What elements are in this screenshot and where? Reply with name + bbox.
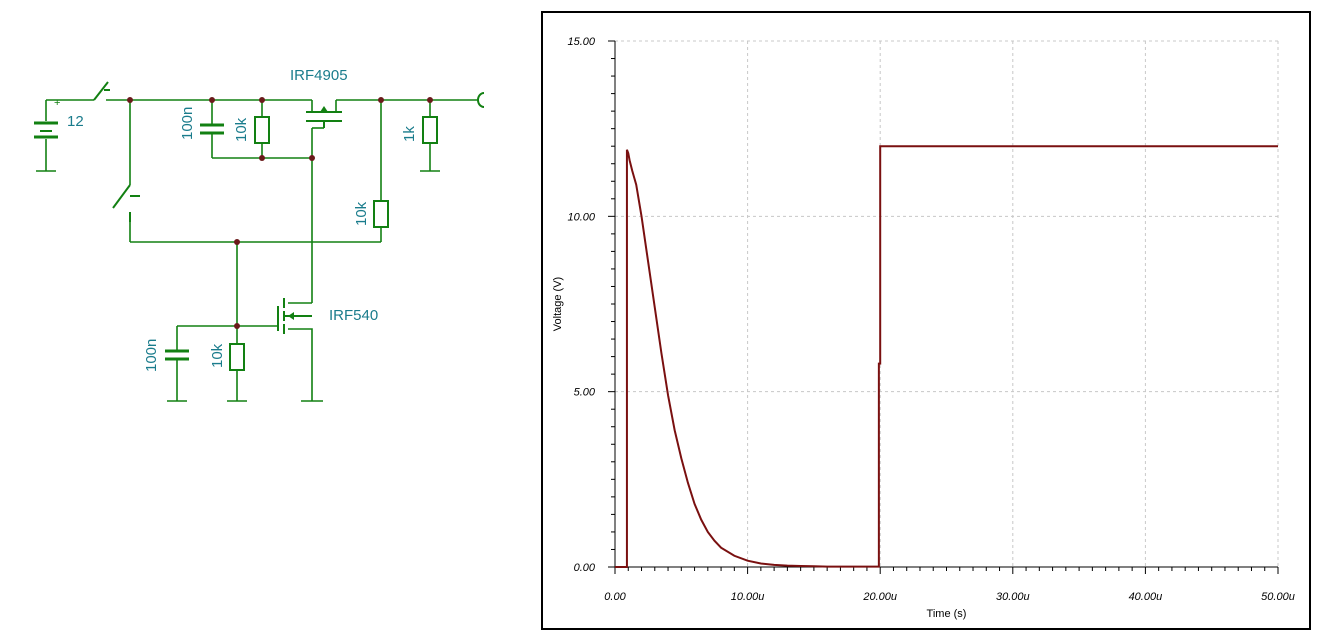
resistor-right-label: 10k <box>353 201 370 226</box>
chart-grid <box>614 40 1279 568</box>
resistor-bottom <box>229 343 245 371</box>
resistor-right <box>373 200 389 228</box>
y-tick-label: 5.00 <box>574 387 596 399</box>
y-axis-label: Voltage (V) <box>552 277 564 331</box>
capacitor-top <box>200 123 224 135</box>
battery-polarity: + <box>54 97 60 109</box>
voltage-trace <box>615 145 1278 568</box>
x-axis-label: Time (s) <box>927 608 967 620</box>
chart-ticks <box>608 40 1279 574</box>
output-terminal <box>477 92 485 108</box>
resistor-pmos-gs <box>254 116 270 144</box>
resistor-pmos-gs-label: 10k <box>233 117 250 142</box>
x-tick-label: 50.00u <box>1261 591 1295 603</box>
y-tick-label: 0.00 <box>574 562 596 574</box>
chart-axes <box>614 41 1278 568</box>
nmos-transistor <box>277 298 312 334</box>
y-tick-label: 10.00 <box>567 211 595 223</box>
voltage-time-chart: 0.00 10.00u 20.00u 30.00u 40.00u 50.00u 0.00 5.… <box>552 36 1295 620</box>
x-tick-label: 20.00u <box>862 591 897 603</box>
top-switch <box>93 81 110 101</box>
pmos-part-label: IRF4905 <box>290 67 348 84</box>
chart-tick-labels: 0.00 10.00u 20.00u 30.00u 40.00u 50.00u 0.00 5.… <box>567 36 1294 603</box>
lower-switch <box>112 184 140 222</box>
wires <box>36 99 478 402</box>
junction-nodes <box>127 97 433 329</box>
capacitor-top-label: 100n <box>179 107 196 140</box>
x-tick-label: 10.00u <box>731 591 765 603</box>
y-tick-label: 15.00 <box>567 36 595 48</box>
battery-value-label: 12 <box>67 113 84 130</box>
x-tick-label: 40.00u <box>1129 591 1163 603</box>
plot-frame <box>541 11 1311 630</box>
pmos-transistor <box>306 106 342 128</box>
resistor-load-label: 1k <box>401 126 418 142</box>
resistor-bottom-label: 10k <box>209 343 226 368</box>
battery: + <box>34 97 60 139</box>
capacitor-bottom-label: 100n <box>143 339 160 372</box>
x-tick-label: 0.00 <box>604 591 626 603</box>
capacitor-bottom <box>165 349 189 361</box>
resistor-load <box>422 116 438 144</box>
nmos-part-label: IRF540 <box>329 307 378 324</box>
circuit-schematic: + 12 100n 10k IRF4905 1k 10k <box>34 67 485 402</box>
x-tick-label: 30.00u <box>996 591 1030 603</box>
